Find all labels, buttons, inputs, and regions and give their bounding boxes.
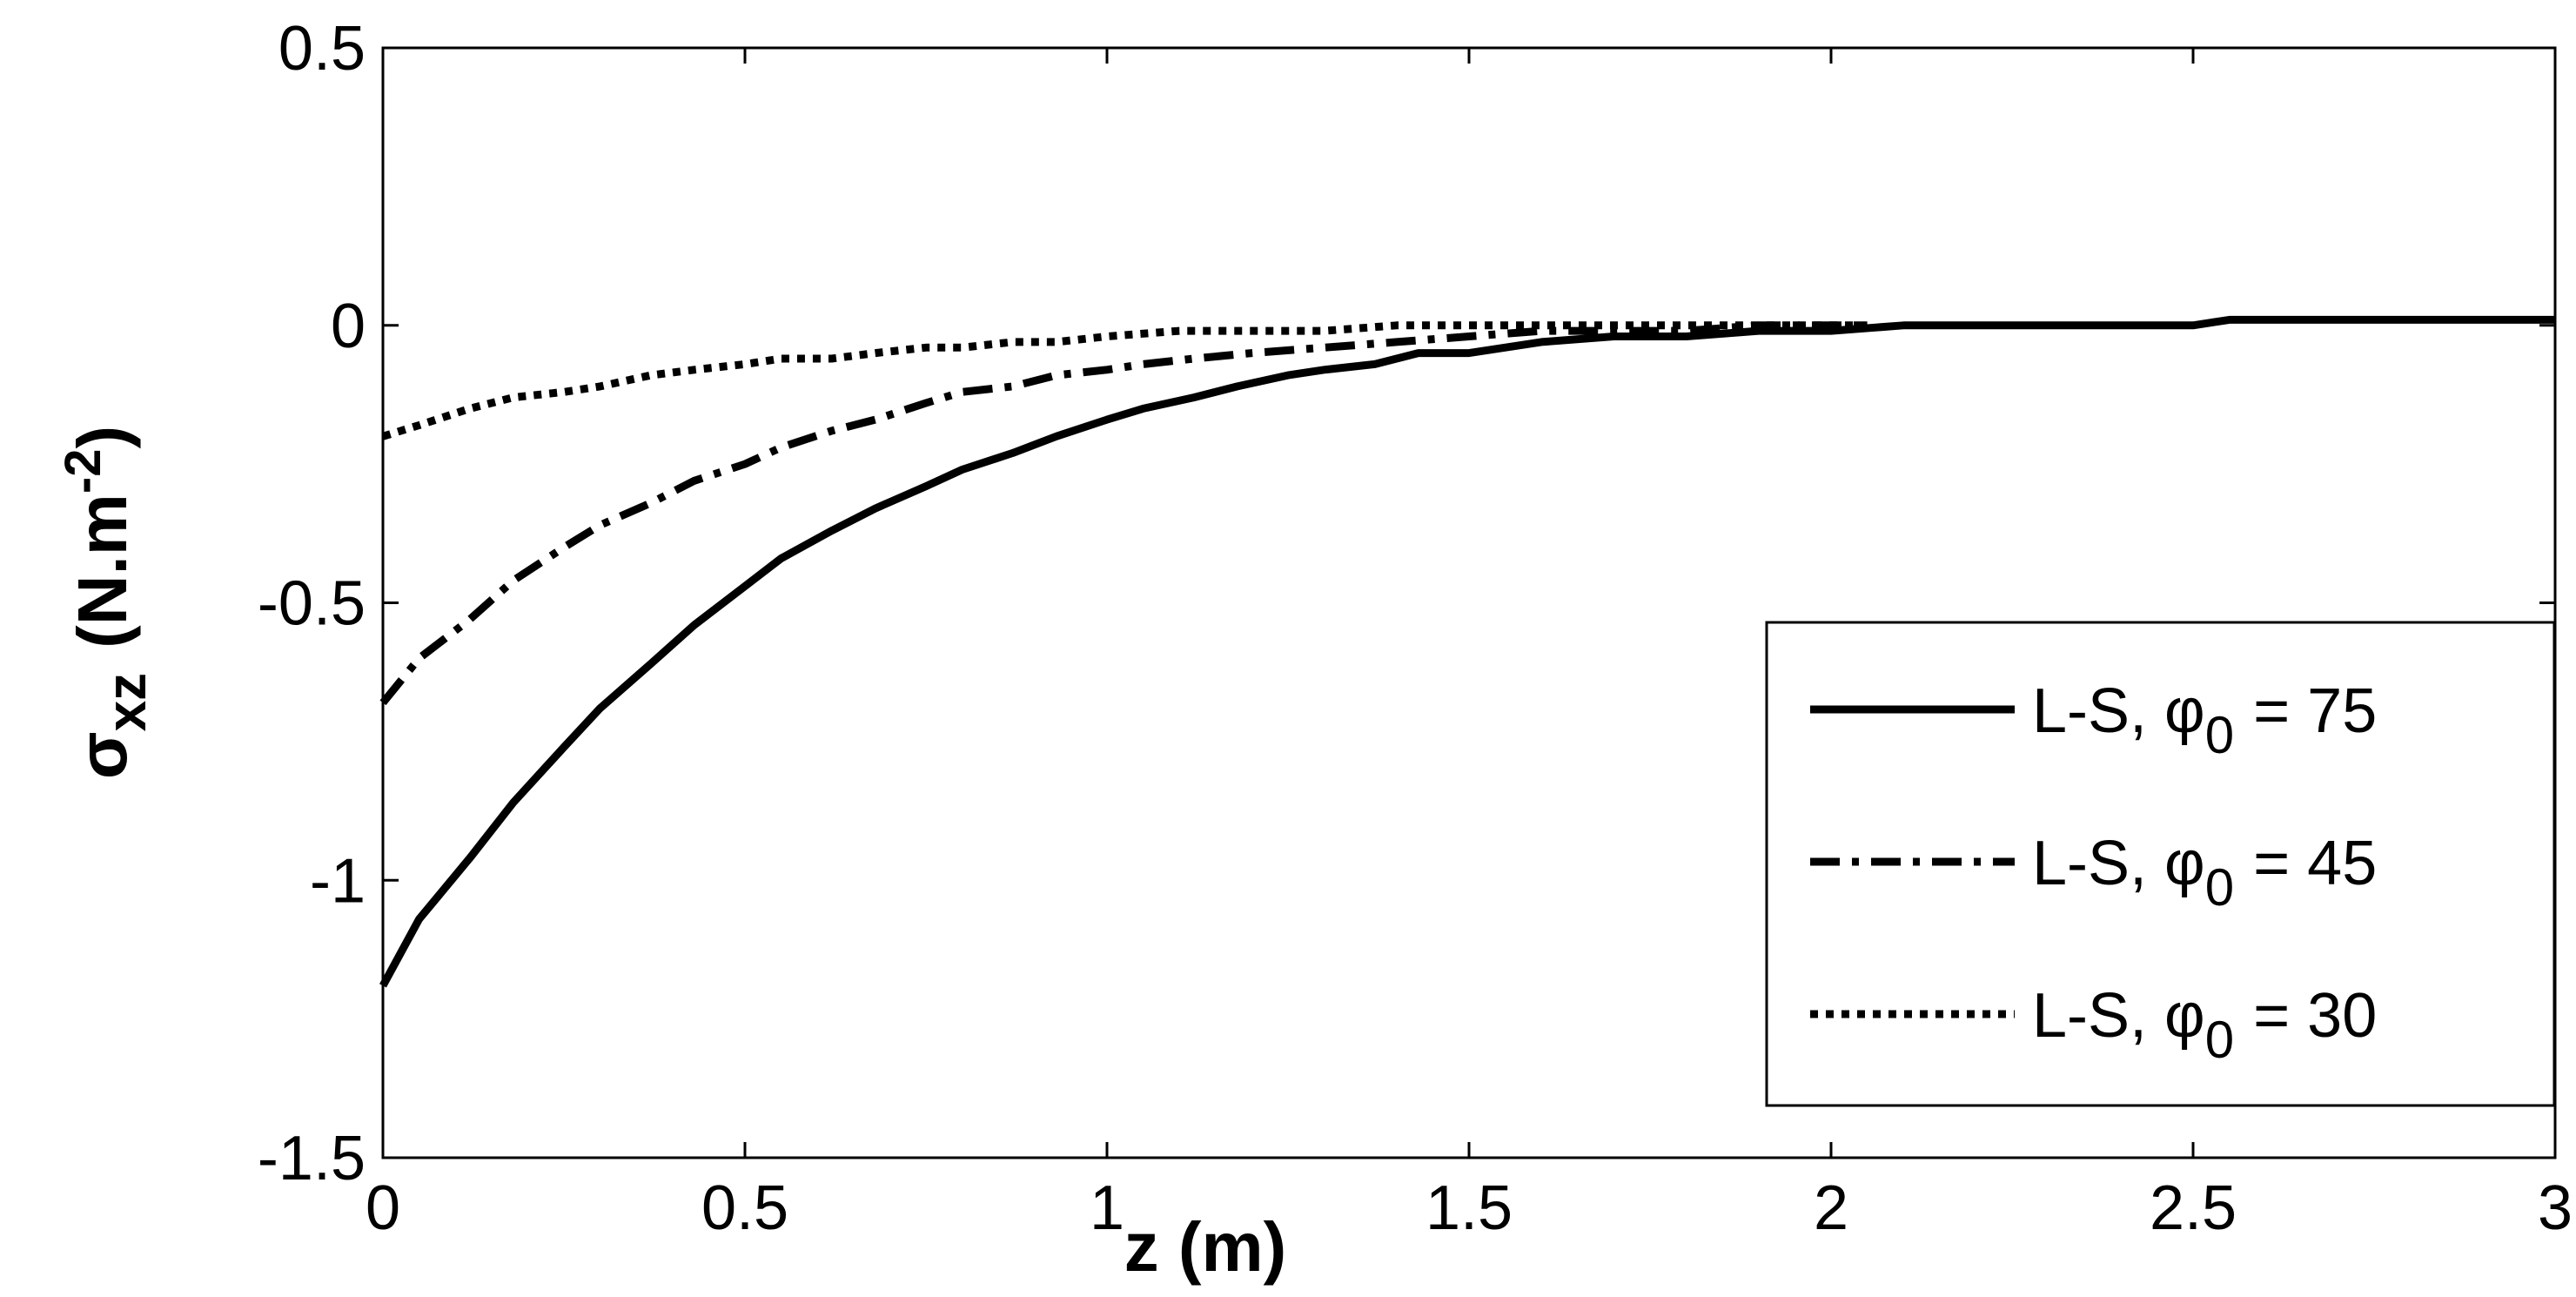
y-axis-ticks: 0.5 0 -0.5 -1 -1.5: [258, 14, 2555, 1193]
series-line-2: [379, 321, 1868, 706]
y-axis-title-symbol: σ: [64, 731, 141, 779]
x-tick-label: 2.5: [2150, 1173, 2237, 1243]
series-line-1: [379, 315, 2555, 988]
y-tick-label: -0.5: [258, 569, 366, 639]
y-tick-label: -1: [310, 846, 366, 916]
x-axis-title: z (m): [1124, 1208, 1287, 1286]
series-line-3: [381, 321, 1868, 440]
x-tick-label: 1.5: [1426, 1173, 1513, 1243]
y-tick-label: -1.5: [258, 1124, 366, 1193]
x-tick-label: 1: [1090, 1173, 1124, 1243]
legend-label-1: L-S, φ0 = 75: [2032, 676, 2377, 764]
x-tick-label: 0: [366, 1173, 400, 1243]
y-axis-title-subscript: xz: [95, 673, 158, 732]
y-tick-label: 0.5: [278, 14, 366, 84]
y-axis-title: σxz (N.m-2): [55, 426, 158, 779]
x-tick-label: 0.5: [701, 1173, 788, 1243]
y-axis-title-unit: (N.m: [64, 494, 141, 648]
x-tick-label: 3: [2538, 1173, 2573, 1243]
legend-entries: L-S, φ0 = 75 L-S, φ0 = 45 L-S, φ0 = 30: [1810, 676, 2377, 1069]
x-tick-label: 2: [1814, 1173, 1848, 1243]
x-axis-ticks: 0 0.5 1 1.5 2 2.5 3: [366, 48, 2573, 1243]
legend-label-3: L-S, φ0 = 30: [2032, 981, 2377, 1069]
y-tick-label: 0: [331, 292, 366, 361]
legend-label-2: L-S, φ0 = 45: [2032, 829, 2377, 917]
legend: L-S, φ0 = 75 L-S, φ0 = 45 L-S, φ0 = 30: [1765, 621, 2556, 1107]
y-axis-title-unit-close: ): [64, 426, 141, 449]
y-axis-title-unit-superscript: -2: [55, 448, 111, 494]
series-lines: [379, 315, 2555, 988]
